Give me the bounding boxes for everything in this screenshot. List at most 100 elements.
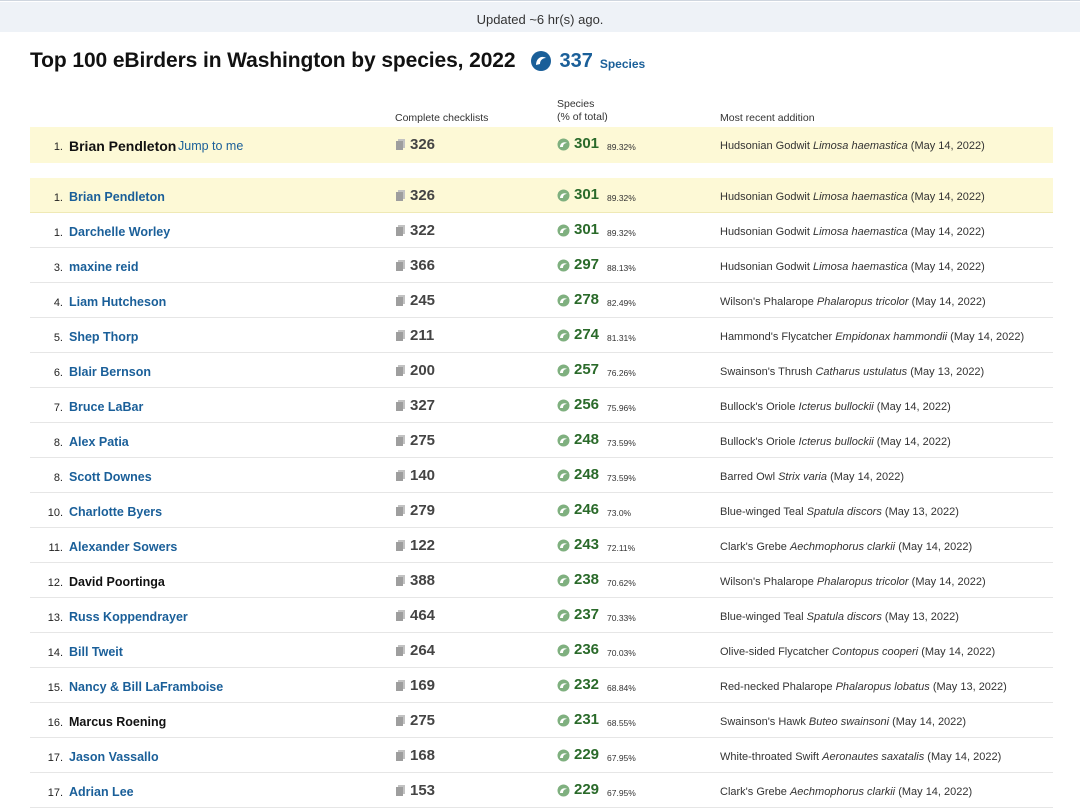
observer-name[interactable]: Blair Bernson [69, 365, 151, 379]
recent-addition: Hudsonian Godwit Limosa haemastica (May … [720, 226, 985, 238]
species-count[interactable]: 236 [574, 641, 600, 658]
checklist-count[interactable]: 264 [410, 642, 436, 659]
checklist-icon [396, 365, 405, 376]
observer-name[interactable]: Shep Thorp [69, 330, 139, 344]
recent-scientific-name: Phalaropus lobatus [835, 681, 930, 693]
checklist-count[interactable]: 169 [410, 677, 436, 694]
checklist-count[interactable]: 153 [410, 782, 436, 799]
species-count[interactable]: 229 [574, 781, 600, 798]
observer-name[interactable]: Darchelle Worley [69, 225, 171, 239]
observer-name[interactable]: Charlotte Byers [69, 505, 163, 519]
total-species-count[interactable]: 337 [559, 49, 593, 72]
species-count[interactable]: 256 [574, 396, 600, 413]
observer-name[interactable]: maxine reid [69, 260, 139, 274]
recent-scientific-name: Limosa haemastica [812, 261, 908, 273]
checklist-count[interactable]: 322 [410, 222, 436, 239]
recent-scientific-name: Aechmophorus clarkii [789, 786, 896, 798]
checklist-count[interactable]: 464 [410, 607, 436, 624]
observer-name[interactable]: Adrian Lee [69, 785, 134, 799]
species-icon [557, 609, 570, 622]
species-count[interactable]: 278 [574, 291, 600, 308]
checklist-icon [396, 680, 405, 691]
checklist-count[interactable]: 326 [410, 136, 436, 153]
recent-scientific-name: Limosa haemastica [812, 140, 908, 152]
observer-name[interactable]: Liam Hutcheson [69, 295, 167, 309]
species-percent: 70.33% [607, 613, 636, 623]
species-count[interactable]: 238 [574, 571, 600, 588]
recent-scientific-name: Spatula discors [806, 506, 882, 518]
recent-addition: Hudsonian Godwit Limosa haemastica (May … [720, 140, 985, 152]
species-icon [557, 294, 570, 307]
rank: 6. [53, 367, 63, 379]
checklist-count[interactable]: 388 [410, 572, 436, 589]
species-count[interactable]: 301 [574, 186, 600, 203]
recent-date: (May 14, 2022) [892, 716, 967, 728]
recent-addition: Bullock's Oriole Icterus bullockii (May … [720, 436, 951, 448]
checklist-count[interactable]: 140 [410, 467, 436, 484]
recent-common-name: Bullock's Oriole [720, 401, 796, 413]
recent-date: (May 13, 2022) [884, 611, 959, 623]
observer-name[interactable]: Jason Vassallo [69, 750, 159, 764]
jump-to-me-link[interactable]: Jump to me [178, 139, 244, 153]
species-icon [557, 329, 570, 342]
observer-name[interactable]: Nancy & Bill LaFramboise [69, 680, 224, 694]
recent-date: (May 14, 2022) [910, 191, 985, 203]
observer-name[interactable]: Bruce LaBar [69, 400, 144, 414]
checklist-count[interactable]: 275 [410, 712, 436, 729]
species-icon [557, 259, 570, 272]
checklist-count[interactable]: 245 [410, 292, 436, 309]
rank: 17. [47, 787, 63, 799]
checklist-count[interactable]: 168 [410, 747, 436, 764]
checklist-count[interactable]: 275 [410, 432, 436, 449]
species-count[interactable]: 246 [574, 501, 600, 518]
table-row: 10. Charlotte Byers 279 246 73.0% Blue-winged… [30, 493, 1053, 528]
checklist-count[interactable]: 211 [410, 327, 435, 344]
checklist-count[interactable]: 327 [410, 397, 436, 414]
checklist-icon [396, 785, 405, 796]
recent-addition: Hammond's Flycatcher Empidonax hammondii… [720, 331, 1024, 343]
species-percent: 88.13% [607, 263, 636, 273]
recent-scientific-name: Phalaropus tricolor [816, 296, 909, 308]
species-count[interactable]: 248 [574, 466, 600, 483]
species-count[interactable]: 248 [574, 431, 600, 448]
checklist-count[interactable]: 326 [410, 187, 436, 204]
species-count[interactable]: 232 [574, 676, 600, 693]
species-count[interactable]: 231 [574, 711, 600, 728]
species-count[interactable]: 274 [574, 326, 600, 343]
table-row: 6. Blair Bernson 200 257 76.26% Swainson's Th… [30, 353, 1053, 388]
recent-common-name: Hudsonian Godwit [720, 140, 810, 152]
species-count[interactable]: 301 [574, 221, 600, 238]
species-count[interactable]: 301 [574, 135, 600, 152]
checklist-count[interactable]: 366 [410, 257, 436, 274]
species-icon [557, 434, 570, 447]
observer-name[interactable]: Alex Patia [69, 435, 129, 449]
species-icon [557, 644, 570, 657]
observer-name[interactable]: Russ Koppendrayer [69, 610, 188, 624]
species-count[interactable]: 297 [574, 256, 600, 273]
total-species-label[interactable]: Species [599, 57, 646, 71]
recent-date: (May 14, 2022) [911, 576, 986, 588]
rank: 12. [47, 577, 63, 589]
update-status-text: Updated ~6 hr(s) ago. [476, 12, 604, 27]
observer-name[interactable]: Alexander Sowers [69, 540, 178, 554]
observer-name[interactable]: Brian Pendleton [69, 190, 165, 204]
observer-name[interactable]: Bill Tweit [69, 645, 123, 659]
species-icon [557, 714, 570, 727]
observer-name[interactable]: Scott Downes [69, 470, 152, 484]
species-icon [557, 749, 570, 762]
checklist-count[interactable]: 122 [410, 537, 436, 554]
recent-common-name: Clark's Grebe [720, 786, 787, 798]
checklist-count[interactable]: 279 [410, 502, 436, 519]
checklist-icon [396, 645, 405, 656]
recent-date: (May 14, 2022) [910, 140, 985, 152]
species-count[interactable]: 257 [574, 361, 600, 378]
species-count[interactable]: 229 [574, 746, 600, 763]
checklist-count[interactable]: 200 [410, 362, 436, 379]
species-count[interactable]: 237 [574, 606, 600, 623]
species-count[interactable]: 243 [574, 536, 600, 553]
checklist-icon [396, 610, 405, 621]
recent-date: (May 14, 2022) [830, 471, 905, 483]
recent-addition: White-throated Swift Aeronautes saxatali… [720, 751, 1001, 763]
table-row: 8. Scott Downes 140 248 73.59% Barred Owl Str… [30, 458, 1053, 493]
recent-date: (May 14, 2022) [910, 261, 985, 273]
